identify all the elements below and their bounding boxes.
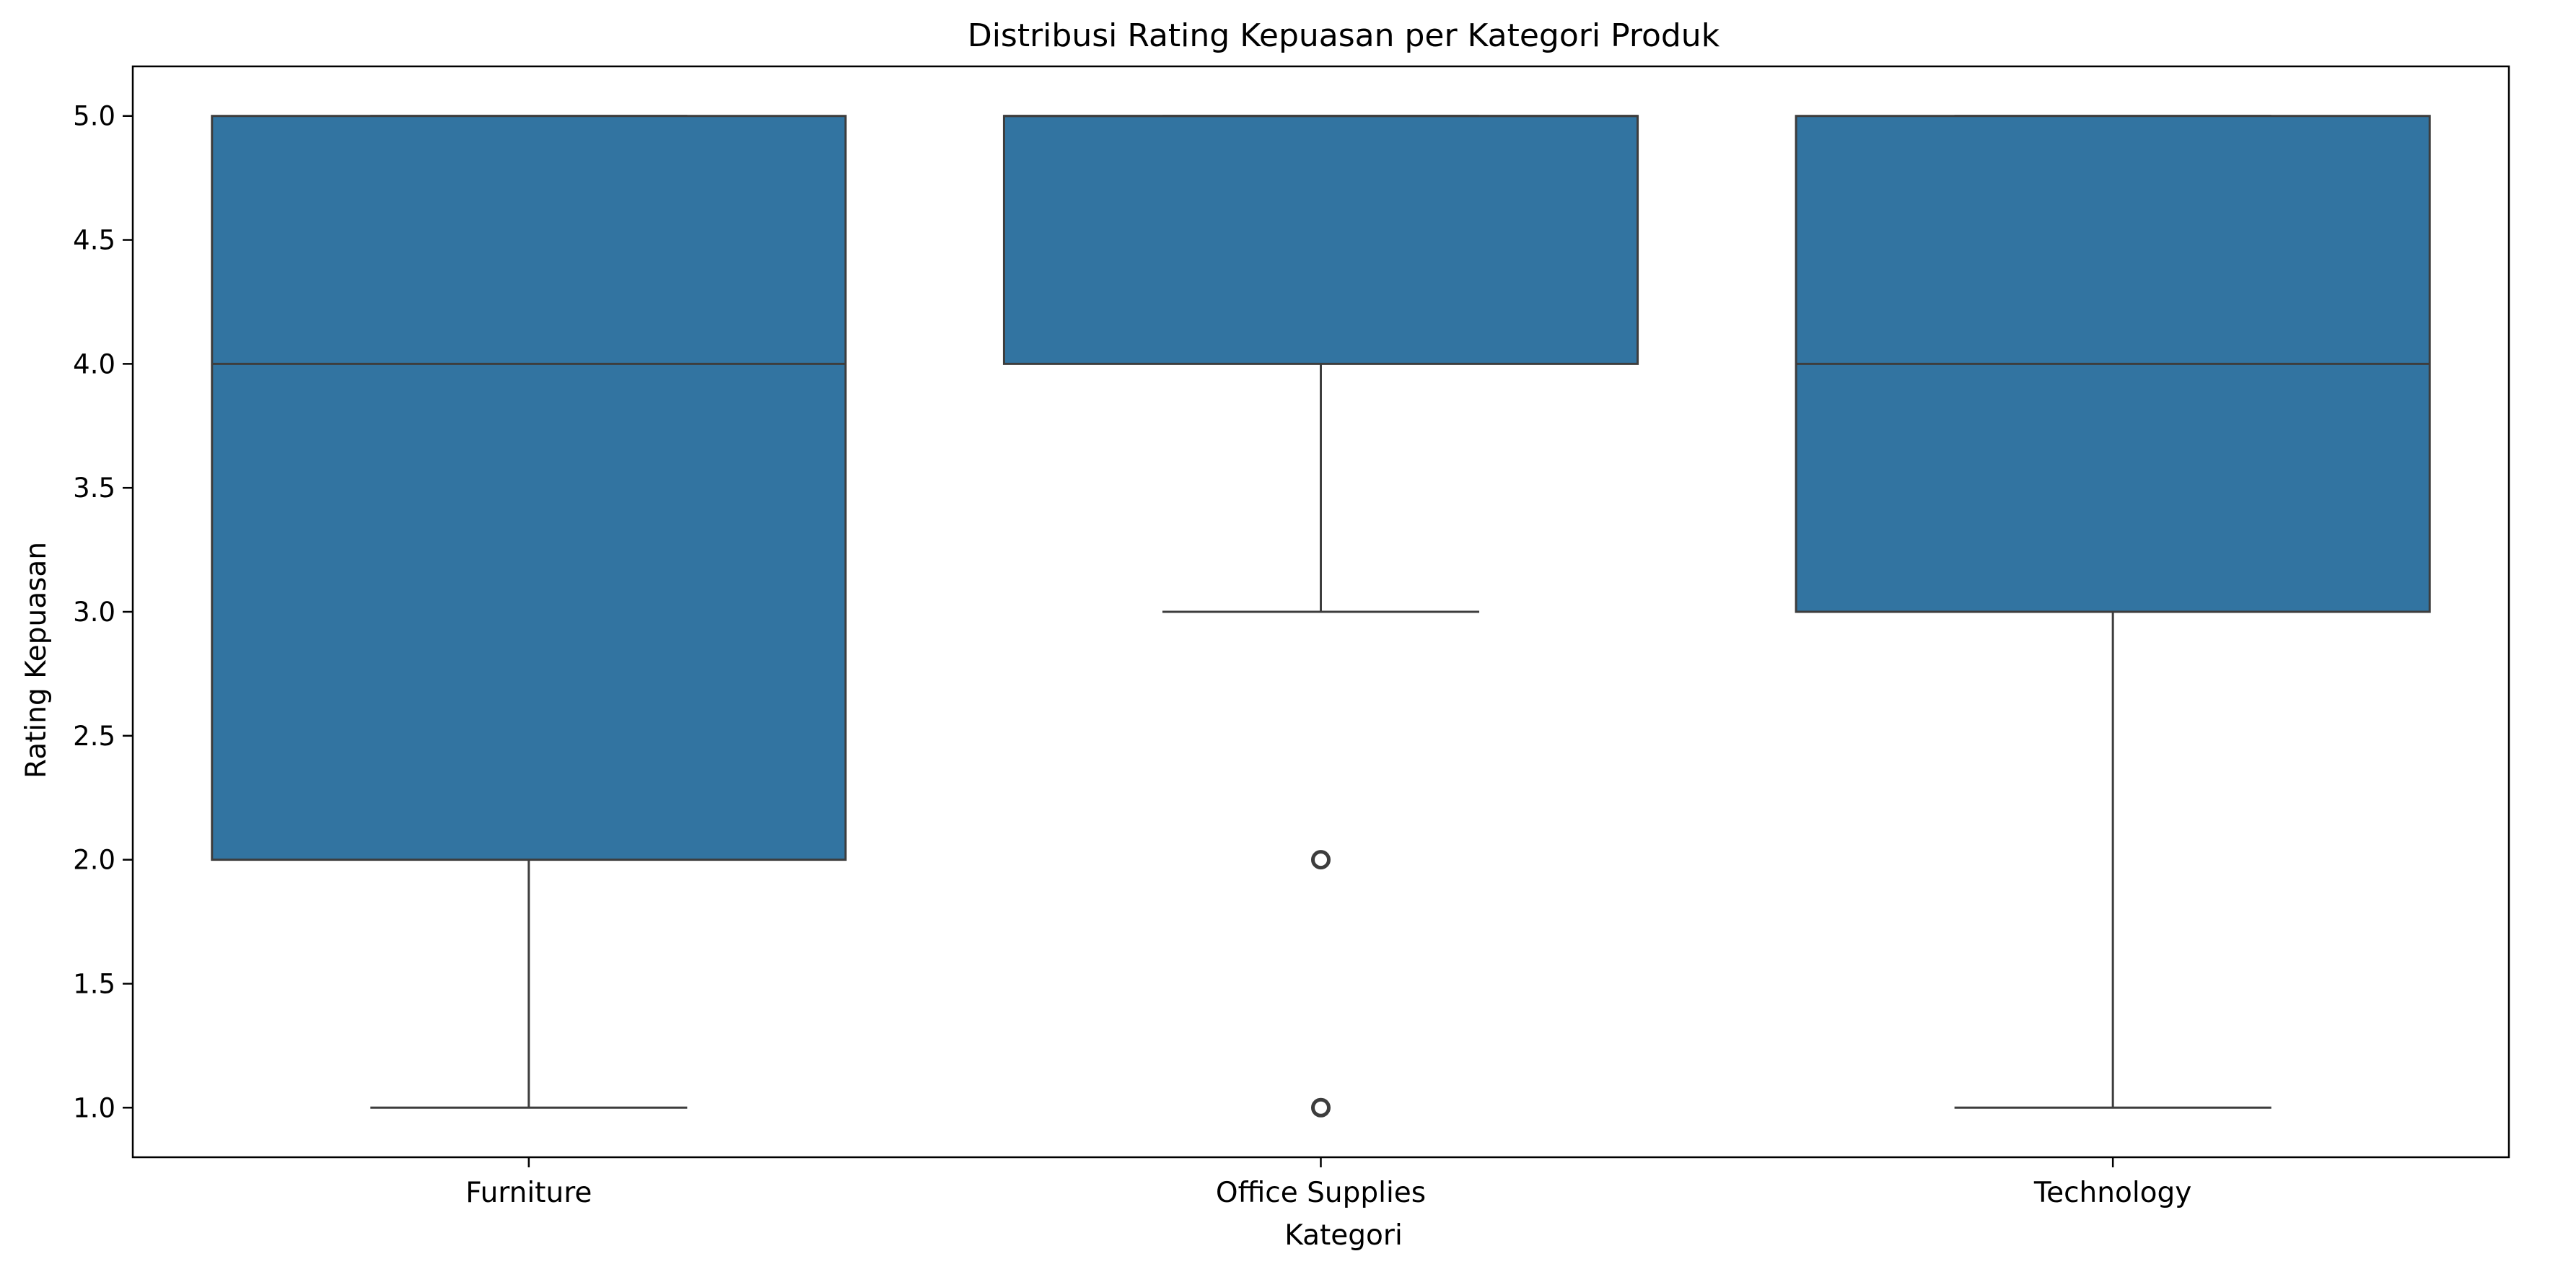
x-axis-label: Kategori: [1284, 1219, 1403, 1252]
y-tick-label: 1.0: [73, 1092, 115, 1123]
y-tick-label: 2.5: [73, 721, 115, 752]
outlier-point: [1311, 850, 1331, 870]
y-tick-label: 3.5: [73, 473, 115, 504]
y-tick-label: 4.0: [73, 348, 115, 379]
x-tick-label: Technology: [2033, 1177, 2191, 1209]
axes: 1.0 1.5 2.0 2.5 3.0 3.5 4.0 4.5 5.0 Furniture Offi…: [73, 65, 2510, 1209]
y-tick-label: 2.0: [73, 845, 115, 876]
box-body: [211, 115, 847, 861]
box-body: [1002, 115, 1639, 365]
outlier-point: [1311, 1097, 1331, 1118]
x-tick-label: Office Supplies: [1216, 1177, 1426, 1209]
y-tick-label: 3.0: [73, 597, 115, 628]
y-tick-label: 5.0: [73, 101, 115, 132]
y-tick-label: 1.5: [73, 968, 115, 999]
x-tick-label: Furniture: [465, 1177, 592, 1209]
y-axis-label: Rating Kepuasan: [20, 542, 53, 778]
plot-area: [211, 115, 2431, 1118]
y-tick-label: 4.5: [73, 225, 115, 256]
chart-title: Distribusi Rating Kepuasan per Kategori …: [968, 17, 1720, 54]
